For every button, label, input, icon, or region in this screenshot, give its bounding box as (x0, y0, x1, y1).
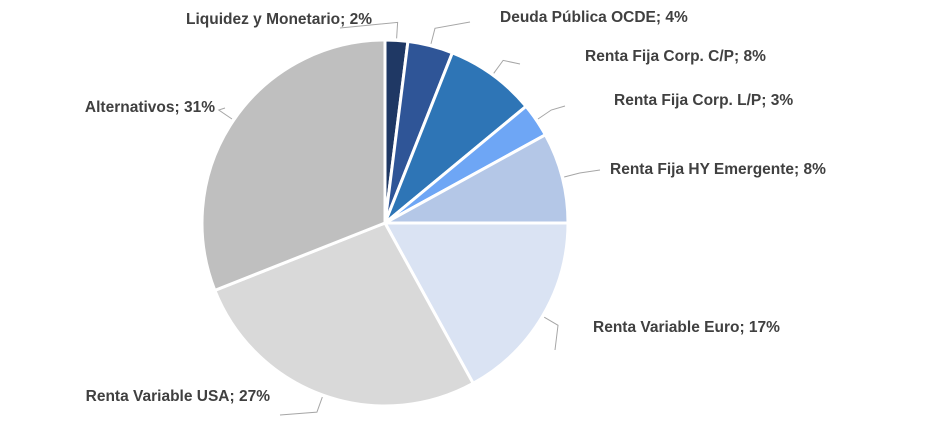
leader-line (564, 169, 601, 178)
leader-line (430, 21, 471, 44)
data-label: Renta Variable USA; 27% (86, 388, 271, 405)
pie-slice (212, 221, 476, 408)
data-label: Liquidez y Monetario; 2% (186, 11, 372, 28)
leader-line (279, 396, 323, 416)
pie-slice (200, 38, 387, 293)
pie-slice (383, 50, 529, 225)
pie-slice (384, 132, 570, 225)
leader-line (493, 59, 521, 74)
data-label: Renta Fija Corp. C/P; 8% (585, 48, 766, 65)
leader-line (537, 105, 566, 120)
leader-line (543, 316, 559, 351)
leader-line (217, 107, 233, 120)
data-label: Renta Variable Euro; 17% (593, 319, 780, 336)
leader-line (339, 21, 399, 39)
pie-slice (382, 221, 570, 386)
data-label: Deuda Pública OCDE; 4% (500, 9, 688, 26)
data-label: Renta Fija HY Emergente; 8% (610, 161, 826, 178)
data-label: Alternativos; 31% (85, 99, 215, 116)
data-label: Renta Fija Corp. L/P; 3% (614, 92, 793, 109)
